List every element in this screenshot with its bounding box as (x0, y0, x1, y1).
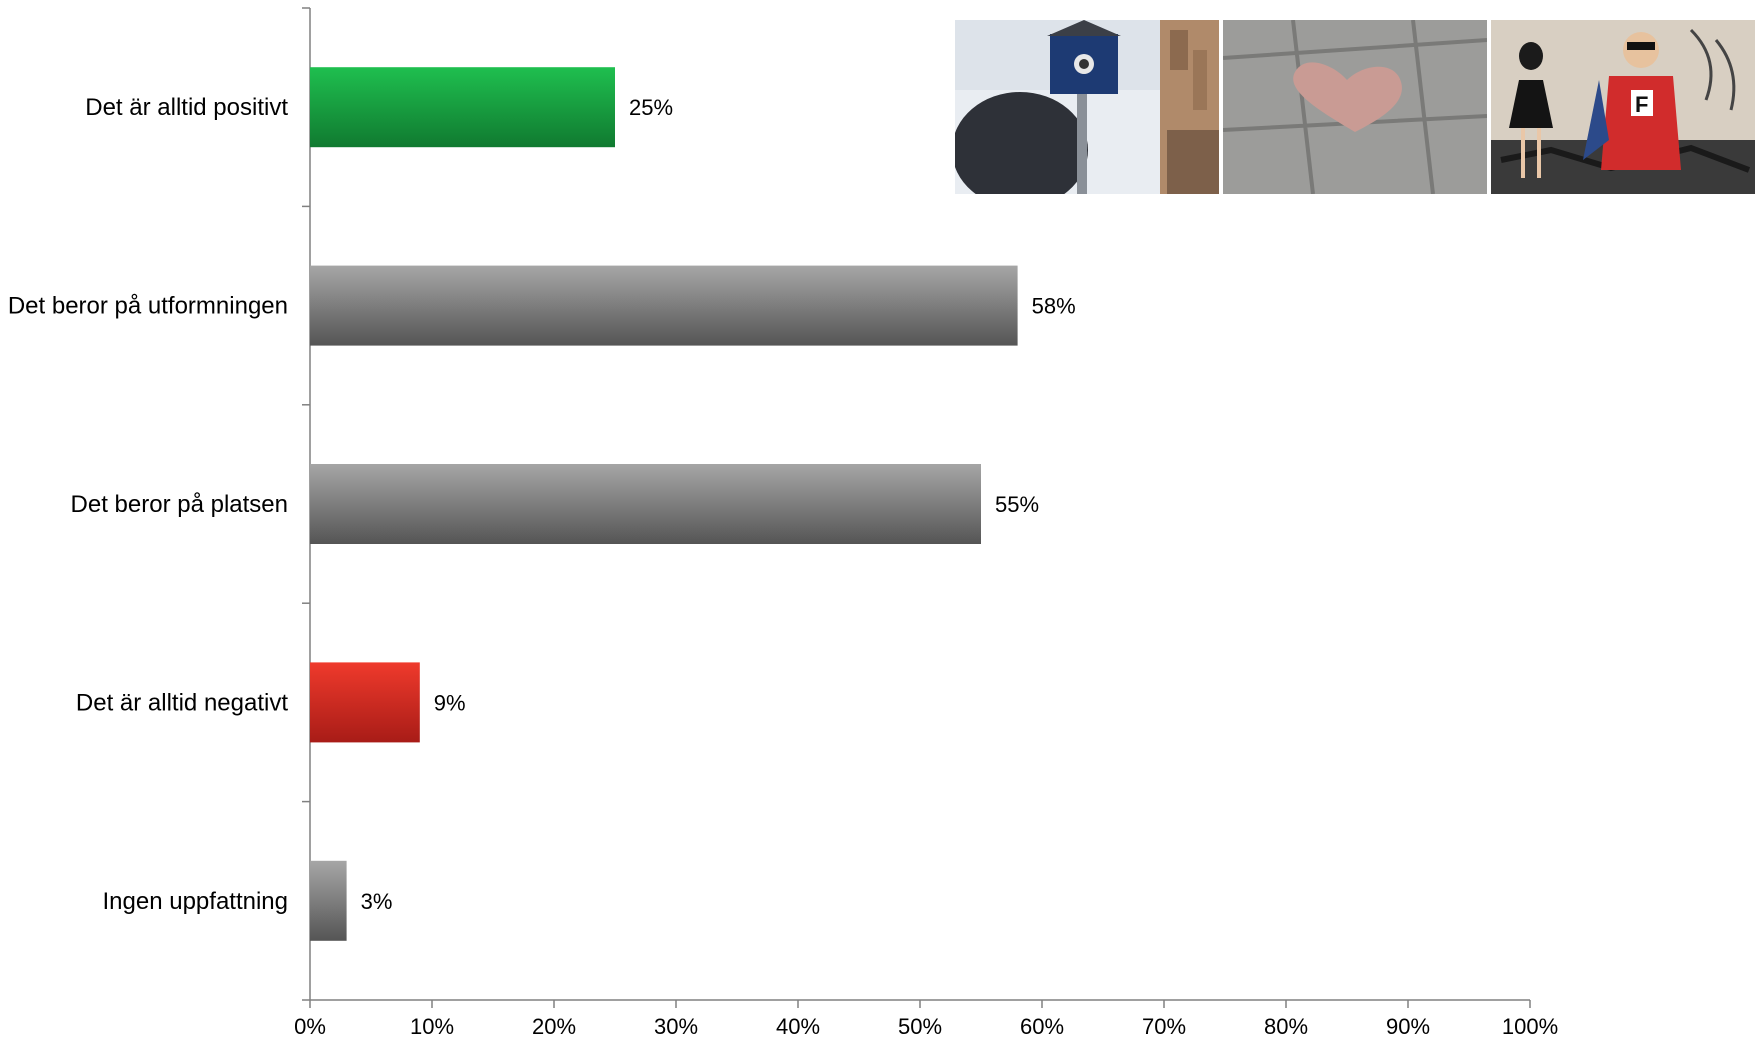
bar (310, 265, 1018, 346)
value-label: 9% (434, 690, 466, 715)
x-tick-label: 60% (1020, 1014, 1064, 1039)
bars (310, 67, 1018, 941)
category-label: Det beror på utformningen (8, 293, 288, 320)
x-tick-label: 70% (1142, 1014, 1186, 1039)
svg-text:F: F (1635, 92, 1648, 117)
value-label: 3% (361, 889, 393, 914)
x-tick-label: 20% (532, 1014, 576, 1039)
value-label: 55% (995, 492, 1039, 517)
value-label: 58% (1032, 294, 1076, 319)
category-label: Ingen uppfattning (103, 888, 289, 915)
heart-on-pavement-photo (1223, 20, 1487, 194)
bar (310, 662, 420, 743)
x-tick-label: 80% (1264, 1014, 1308, 1039)
x-tick-label: 0% (294, 1014, 326, 1039)
value-label: 25% (629, 95, 673, 120)
category-label: Det beror på platsen (71, 491, 288, 518)
category-label: Det är alltid negativt (76, 689, 288, 716)
x-tick-label: 100% (1502, 1014, 1558, 1039)
bar (310, 67, 615, 148)
bar (310, 464, 981, 544)
x-tick-label: 30% (654, 1014, 698, 1039)
x-tick-label: 50% (898, 1014, 942, 1039)
x-tick-label: 40% (776, 1014, 820, 1039)
category-label: Det är alltid positivt (85, 94, 288, 121)
graffiti-superhero-wall-photo: F (1491, 20, 1755, 194)
bar (310, 860, 347, 941)
x-tick-label: 10% (410, 1014, 454, 1039)
x-tick-label: 90% (1386, 1014, 1430, 1039)
labels: 0% 10% 20% 30% 40% 50% 60% 70% 80% 90% 100% Det är … (8, 94, 1558, 1039)
camera-birdhouse-on-sign-photo (955, 20, 1219, 194)
